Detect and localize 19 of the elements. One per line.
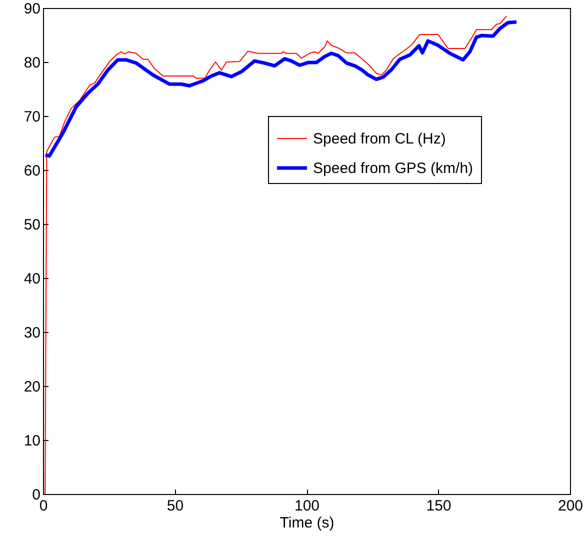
x-tick-label: 100 (294, 498, 320, 514)
y-tick-label: 90 (24, 0, 40, 18)
y-tick-label: 30 (24, 324, 40, 342)
x-tick-label: 200 (558, 498, 584, 514)
y-tick-label: 40 (24, 270, 40, 288)
x-tick-label: 150 (426, 498, 452, 514)
line-series (44, 20, 518, 158)
legend-label: Speed from GPS (km/h) (313, 160, 474, 177)
line-series (44, 16, 507, 494)
y-tick-label: 20 (24, 378, 40, 396)
y-tick-label: 50 (24, 216, 40, 234)
x-tick-label: 50 (166, 498, 184, 514)
y-tick-label: 70 (24, 108, 40, 126)
legend-label: Speed from CL (Hz) (313, 130, 446, 148)
y-tick-label: 60 (24, 162, 40, 180)
y-tick-label: 0 (32, 486, 40, 504)
y-tick-label: 80 (24, 54, 40, 72)
y-tick-label: 10 (24, 432, 40, 450)
x-axis-title: Time (s) (280, 514, 334, 532)
